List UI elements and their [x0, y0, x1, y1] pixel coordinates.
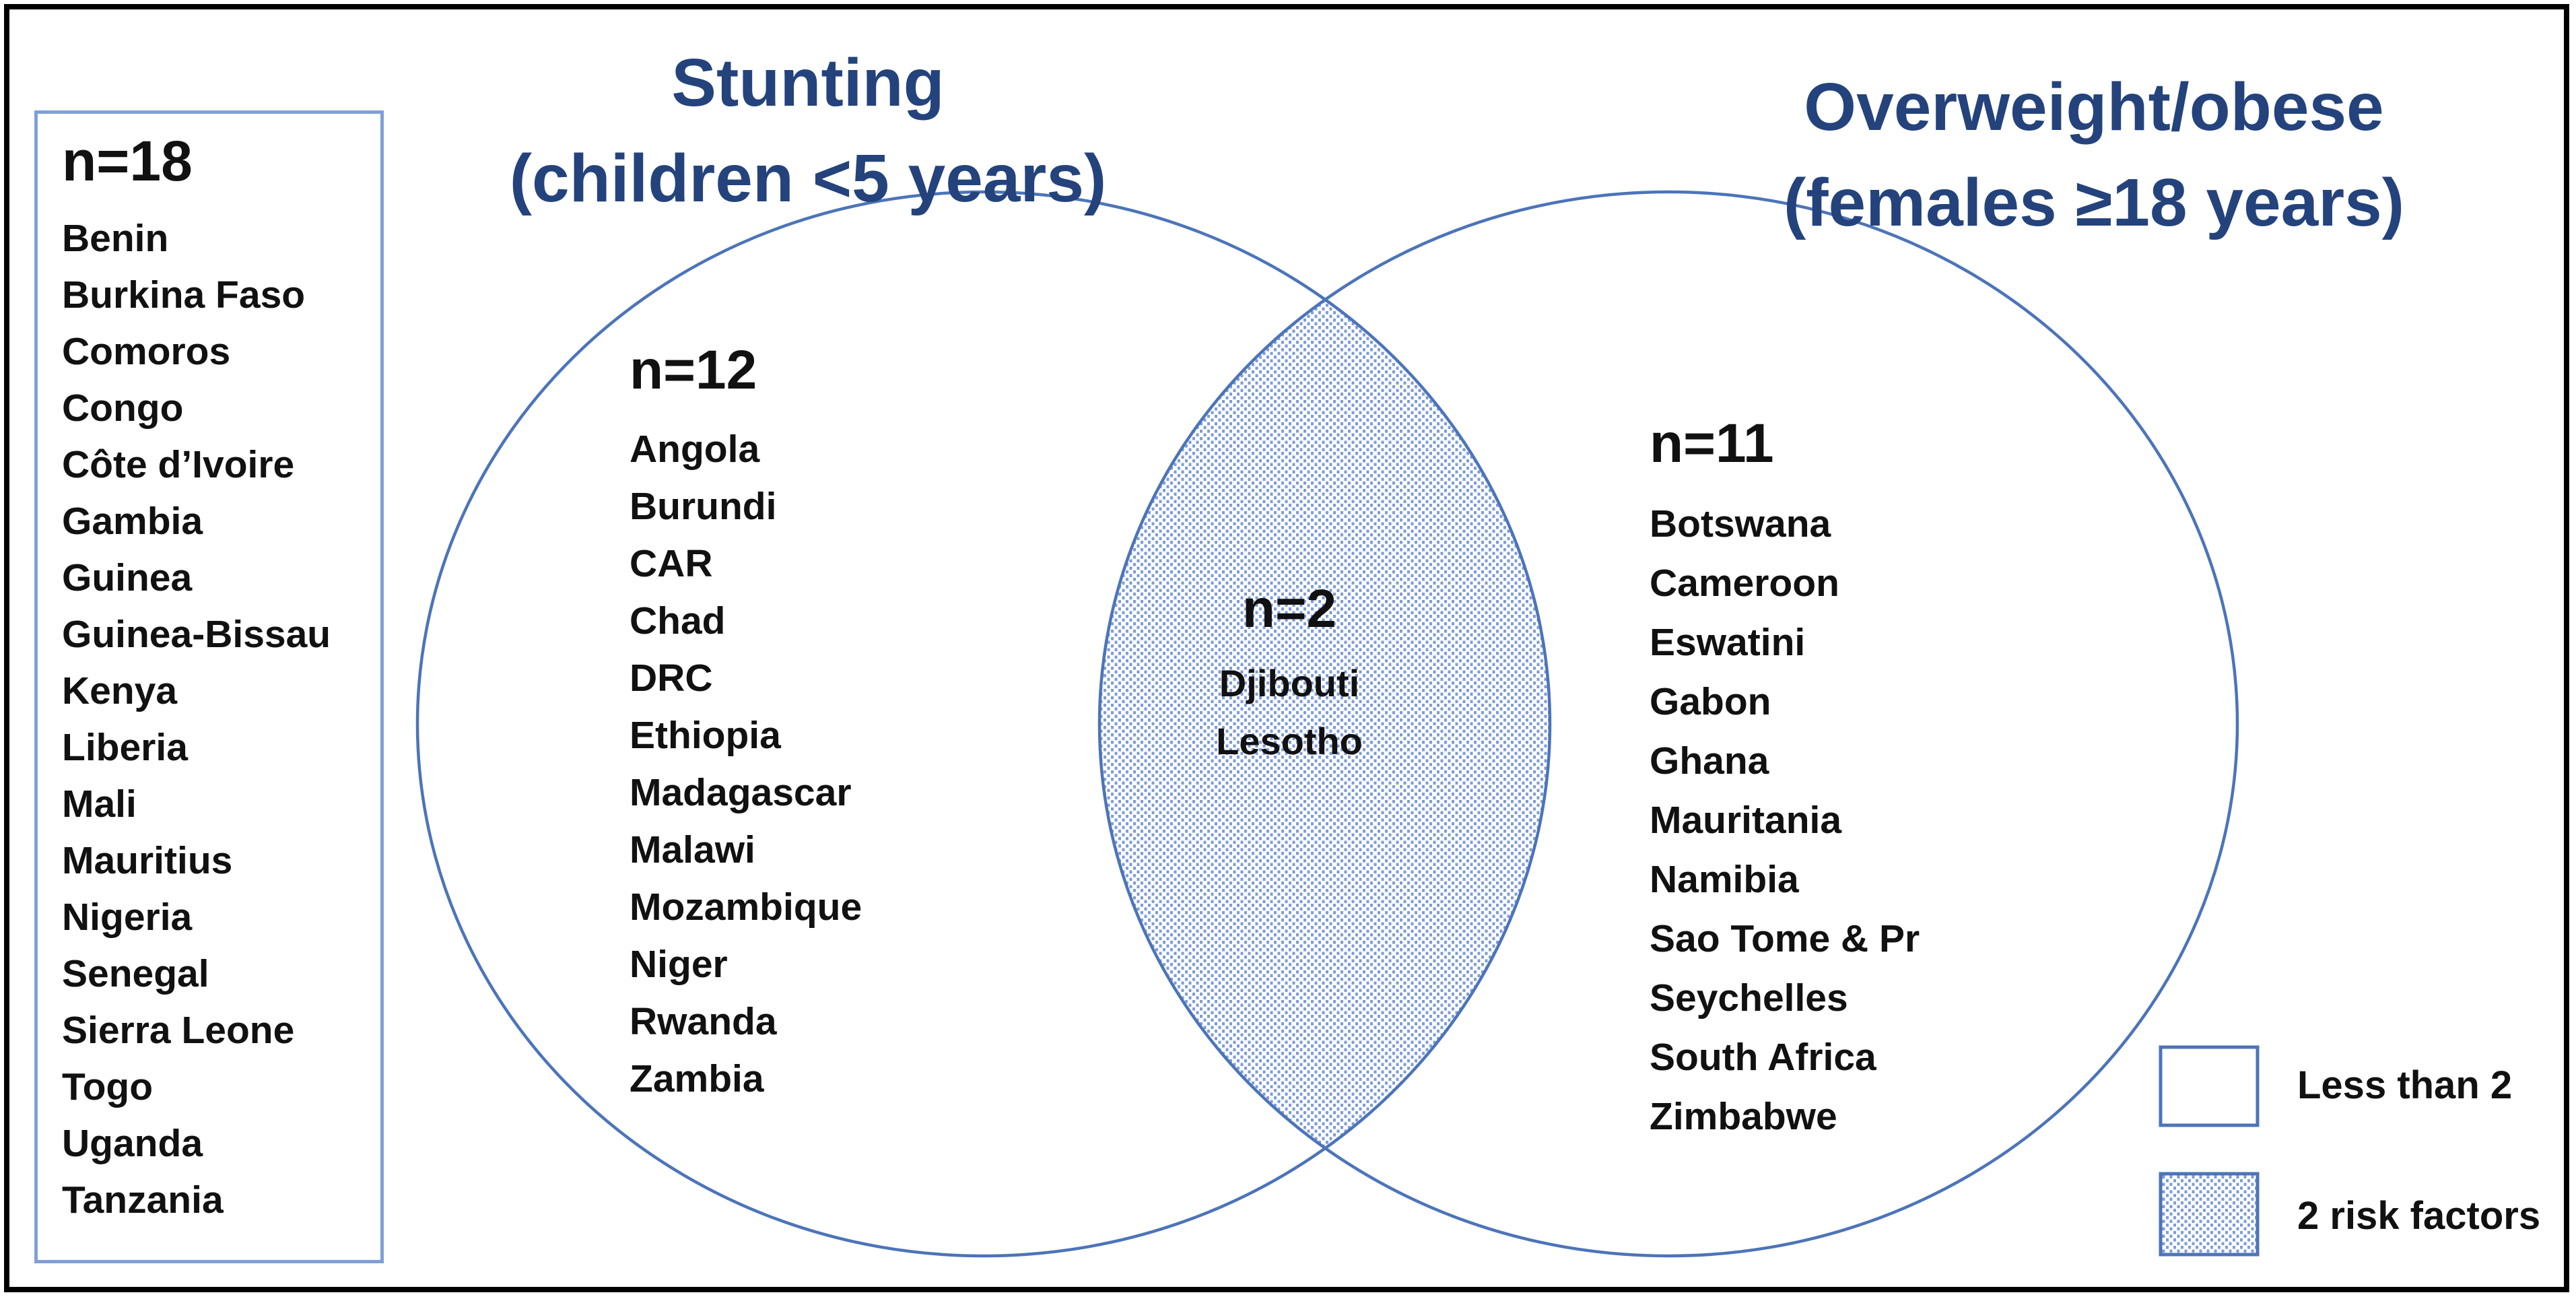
stunting-only-country-list: Angola Burundi CAR Chad DRC Ethiopia Madagasca… — [630, 421, 862, 1108]
country-item: Burkina Faso — [62, 273, 306, 317]
country-item: Côte d’Ivoire — [62, 443, 295, 486]
neither-country-list: Benin Burkina Faso Comoros Congo Côte d’Ivoi… — [62, 210, 380, 1228]
stunting-circle — [415, 190, 1552, 1258]
overweight-circle — [1097, 190, 2239, 1258]
both-risk-country-list: Djibouti Lesotho — [1121, 655, 1458, 770]
country-item: Madagascar — [630, 771, 852, 814]
country-item: Mali — [62, 782, 137, 826]
country-item: Liberia — [62, 726, 188, 769]
country-item: Botswana — [1650, 502, 1831, 545]
overweight-title-line2: (females ≥18 years) — [1783, 165, 2405, 240]
country-item: Mozambique — [630, 886, 862, 929]
country-item: Lesotho — [1216, 720, 1363, 762]
country-item: Ethiopia — [630, 714, 781, 757]
stunting-title: Stunting (children <5 years) — [438, 35, 1178, 226]
country-item: Gabon — [1650, 680, 1771, 723]
country-item: Rwanda — [630, 1000, 777, 1043]
country-item: Zambia — [630, 1057, 764, 1100]
country-item: Sierra Leone — [62, 1009, 295, 1052]
country-item: Djibouti — [1219, 662, 1360, 704]
legend-label-less-than-2: Less than 2 — [2297, 1063, 2513, 1107]
legend-label-2-risk-factors: 2 risk factors — [2297, 1194, 2541, 1238]
both-risk-count: n=2 — [1242, 578, 1337, 638]
neither-group-count: n=18 — [62, 129, 193, 193]
country-item: Namibia — [1650, 858, 1799, 901]
country-item: Chad — [630, 599, 726, 642]
intersection-region — [1099, 192, 1550, 1256]
overweight-only-group: n=11 Botswana Cameroon Eswatini Gabon Ghana M… — [1650, 412, 1920, 1146]
country-item: Uganda — [62, 1122, 203, 1165]
both-risk-group: n=2 Djibouti Lesotho — [1121, 578, 1458, 770]
country-item: Eswatini — [1650, 621, 1806, 664]
stunting-only-count: n=12 — [630, 339, 757, 401]
country-item: DRC — [630, 657, 713, 700]
country-item: Zimbabwe — [1650, 1095, 1837, 1138]
country-item: Malawi — [630, 828, 755, 871]
country-item: Guinea — [62, 556, 193, 599]
overweight-only-count: n=11 — [1650, 413, 1774, 474]
stunting-title-line1: Stunting — [671, 45, 945, 121]
stunting-title-line2: (children <5 years) — [509, 141, 1107, 216]
country-item: Mauritius — [62, 839, 233, 882]
country-item: Cameroon — [1650, 562, 1839, 605]
overweight-only-country-list: Botswana Cameroon Eswatini Gabon Ghana Maurit… — [1650, 494, 1920, 1146]
legend-swatch-dotted — [2159, 1172, 2260, 1257]
legend-item-2-risk-factors — [2159, 1172, 2260, 1257]
country-item: Comoros — [62, 330, 231, 373]
country-item: Togo — [62, 1065, 154, 1108]
country-item: Mauritania — [1650, 799, 1842, 842]
country-item: Seychelles — [1650, 976, 1848, 1020]
overweight-title-line1: Overweight/obese — [1804, 69, 2384, 145]
country-item: Nigeria — [62, 896, 193, 939]
overweight-title: Overweight/obese (females ≥18 years) — [1724, 59, 2464, 251]
country-item: Senegal — [62, 952, 209, 995]
country-item: Niger — [630, 943, 728, 986]
stunting-only-group: n=12 Angola Burundi CAR Chad DRC Ethiopia Mada… — [630, 339, 862, 1108]
country-item: Gambia — [62, 500, 203, 543]
country-item: CAR — [630, 542, 713, 585]
country-item: South Africa — [1650, 1036, 1876, 1079]
country-item: Congo — [62, 387, 184, 430]
country-item: Sao Tome & Pr — [1650, 917, 1920, 960]
neither-group-box: n=18 Benin Burkina Faso Comoros Congo Côte d… — [34, 110, 384, 1263]
country-item: Guinea-Bissau — [62, 613, 331, 656]
country-item: Burundi — [630, 485, 777, 528]
country-item: Benin — [62, 217, 169, 260]
country-item: Angola — [630, 428, 760, 471]
legend-swatch-plain — [2159, 1045, 2260, 1127]
country-item: Kenya — [62, 669, 178, 712]
legend-item-less-than-2 — [2159, 1045, 2260, 1127]
country-item: Tanzania — [62, 1178, 224, 1222]
country-item: Ghana — [1650, 739, 1769, 782]
